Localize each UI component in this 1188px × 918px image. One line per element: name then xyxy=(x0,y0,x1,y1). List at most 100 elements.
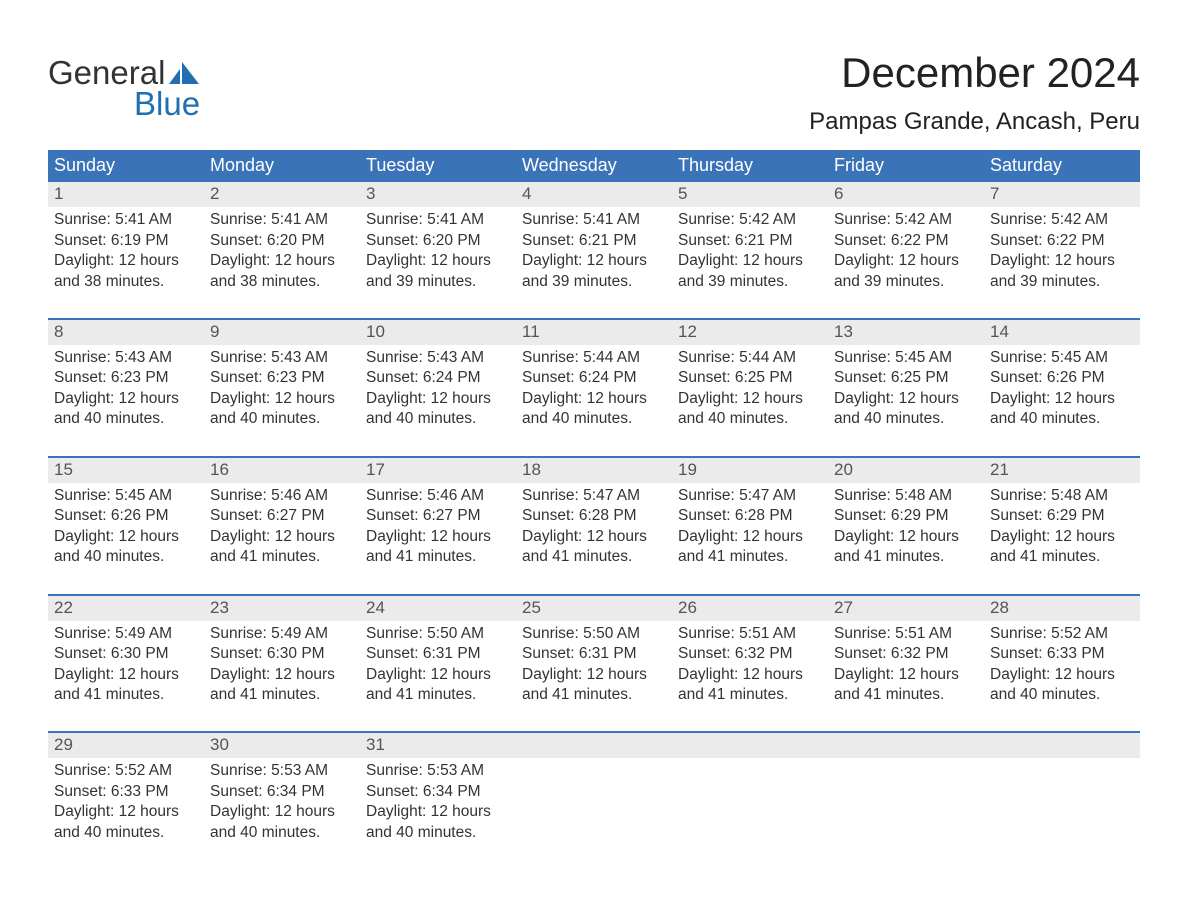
sunset-line: Sunset: 6:22 PM xyxy=(834,231,978,251)
daylight-line: Daylight: 12 hours and 41 minutes. xyxy=(210,527,354,568)
date-number-cell: 24 xyxy=(360,596,516,621)
date-number-cell: 19 xyxy=(672,458,828,483)
daylight-line: Daylight: 12 hours and 39 minutes. xyxy=(522,251,666,292)
sunrise-line: Sunrise: 5:49 AM xyxy=(210,624,354,644)
date-number-cell: 6 xyxy=(828,182,984,207)
date-number-cell: 18 xyxy=(516,458,672,483)
daylight-line: Daylight: 12 hours and 40 minutes. xyxy=(990,665,1134,706)
weekday-header: Saturday xyxy=(984,150,1140,182)
calendar-page: General Blue December 2024 Pampas Grande… xyxy=(0,0,1188,883)
sunrise-line: Sunrise: 5:45 AM xyxy=(834,348,978,368)
daylight-line: Daylight: 12 hours and 41 minutes. xyxy=(366,527,510,568)
date-number-cell: 28 xyxy=(984,596,1140,621)
sunrise-line: Sunrise: 5:41 AM xyxy=(522,210,666,230)
day-detail-cell: Sunrise: 5:49 AMSunset: 6:30 PMDaylight:… xyxy=(204,621,360,706)
day-detail-cell: Sunrise: 5:43 AMSunset: 6:24 PMDaylight:… xyxy=(360,345,516,430)
week-row: 22232425262728Sunrise: 5:49 AMSunset: 6:… xyxy=(48,596,1140,706)
sunrise-line: Sunrise: 5:44 AM xyxy=(678,348,822,368)
day-detail-cell: Sunrise: 5:50 AMSunset: 6:31 PMDaylight:… xyxy=(516,621,672,706)
daylight-line: Daylight: 12 hours and 40 minutes. xyxy=(54,802,198,843)
date-number-row: 293031 xyxy=(48,733,1140,758)
weeks-container: 1234567Sunrise: 5:41 AMSunset: 6:19 PMDa… xyxy=(48,182,1140,843)
daylight-line: Daylight: 12 hours and 41 minutes. xyxy=(522,527,666,568)
daylight-line: Daylight: 12 hours and 40 minutes. xyxy=(366,389,510,430)
date-number-row: 1234567 xyxy=(48,182,1140,207)
day-detail-cell: Sunrise: 5:43 AMSunset: 6:23 PMDaylight:… xyxy=(48,345,204,430)
date-number-cell: 2 xyxy=(204,182,360,207)
daylight-line: Daylight: 12 hours and 41 minutes. xyxy=(678,527,822,568)
header-bar: General Blue December 2024 Pampas Grande… xyxy=(48,50,1140,136)
date-number-cell: 14 xyxy=(984,320,1140,345)
daylight-line: Daylight: 12 hours and 38 minutes. xyxy=(54,251,198,292)
day-detail-cell: Sunrise: 5:41 AMSunset: 6:19 PMDaylight:… xyxy=(48,207,204,292)
day-detail-cell: Sunrise: 5:48 AMSunset: 6:29 PMDaylight:… xyxy=(828,483,984,568)
day-detail-row: Sunrise: 5:45 AMSunset: 6:26 PMDaylight:… xyxy=(48,483,1140,568)
daylight-line: Daylight: 12 hours and 41 minutes. xyxy=(678,665,822,706)
day-detail-cell: Sunrise: 5:48 AMSunset: 6:29 PMDaylight:… xyxy=(984,483,1140,568)
sunset-line: Sunset: 6:23 PM xyxy=(54,368,198,388)
day-detail-cell: Sunrise: 5:44 AMSunset: 6:25 PMDaylight:… xyxy=(672,345,828,430)
day-detail-cell: Sunrise: 5:45 AMSunset: 6:25 PMDaylight:… xyxy=(828,345,984,430)
sunset-line: Sunset: 6:26 PM xyxy=(990,368,1134,388)
sunrise-line: Sunrise: 5:53 AM xyxy=(366,761,510,781)
daylight-line: Daylight: 12 hours and 40 minutes. xyxy=(834,389,978,430)
date-number-cell: 3 xyxy=(360,182,516,207)
sunset-line: Sunset: 6:34 PM xyxy=(366,782,510,802)
date-number-cell: 26 xyxy=(672,596,828,621)
day-detail-cell: Sunrise: 5:53 AMSunset: 6:34 PMDaylight:… xyxy=(360,758,516,843)
sunrise-line: Sunrise: 5:41 AM xyxy=(210,210,354,230)
day-detail-cell: Sunrise: 5:43 AMSunset: 6:23 PMDaylight:… xyxy=(204,345,360,430)
daylight-line: Daylight: 12 hours and 39 minutes. xyxy=(678,251,822,292)
day-detail-cell: Sunrise: 5:42 AMSunset: 6:22 PMDaylight:… xyxy=(984,207,1140,292)
date-number-cell: 20 xyxy=(828,458,984,483)
day-detail-cell: Sunrise: 5:47 AMSunset: 6:28 PMDaylight:… xyxy=(672,483,828,568)
sunrise-line: Sunrise: 5:48 AM xyxy=(990,486,1134,506)
date-number-cell xyxy=(516,733,672,758)
sunset-line: Sunset: 6:21 PM xyxy=(678,231,822,251)
title-block: December 2024 Pampas Grande, Ancash, Per… xyxy=(809,50,1140,136)
daylight-line: Daylight: 12 hours and 39 minutes. xyxy=(990,251,1134,292)
month-title: December 2024 xyxy=(809,50,1140,96)
day-detail-cell xyxy=(672,758,828,843)
date-number-cell: 11 xyxy=(516,320,672,345)
sunrise-line: Sunrise: 5:53 AM xyxy=(210,761,354,781)
weekday-header: Thursday xyxy=(672,150,828,182)
weekday-header: Monday xyxy=(204,150,360,182)
sunrise-line: Sunrise: 5:49 AM xyxy=(54,624,198,644)
date-number-cell: 16 xyxy=(204,458,360,483)
day-detail-cell: Sunrise: 5:50 AMSunset: 6:31 PMDaylight:… xyxy=(360,621,516,706)
daylight-line: Daylight: 12 hours and 40 minutes. xyxy=(54,527,198,568)
date-number-cell: 9 xyxy=(204,320,360,345)
date-number-cell xyxy=(828,733,984,758)
sunrise-line: Sunrise: 5:43 AM xyxy=(210,348,354,368)
sunrise-line: Sunrise: 5:50 AM xyxy=(366,624,510,644)
sunrise-line: Sunrise: 5:41 AM xyxy=(54,210,198,230)
day-detail-cell: Sunrise: 5:44 AMSunset: 6:24 PMDaylight:… xyxy=(516,345,672,430)
sunset-line: Sunset: 6:29 PM xyxy=(834,506,978,526)
day-detail-cell: Sunrise: 5:42 AMSunset: 6:22 PMDaylight:… xyxy=(828,207,984,292)
day-detail-cell: Sunrise: 5:49 AMSunset: 6:30 PMDaylight:… xyxy=(48,621,204,706)
daylight-line: Daylight: 12 hours and 40 minutes. xyxy=(54,389,198,430)
week-row: 15161718192021Sunrise: 5:45 AMSunset: 6:… xyxy=(48,458,1140,568)
sunset-line: Sunset: 6:25 PM xyxy=(834,368,978,388)
day-detail-cell: Sunrise: 5:41 AMSunset: 6:20 PMDaylight:… xyxy=(360,207,516,292)
week-row: 1234567Sunrise: 5:41 AMSunset: 6:19 PMDa… xyxy=(48,182,1140,292)
sunset-line: Sunset: 6:26 PM xyxy=(54,506,198,526)
day-detail-cell: Sunrise: 5:51 AMSunset: 6:32 PMDaylight:… xyxy=(828,621,984,706)
weekday-header: Tuesday xyxy=(360,150,516,182)
sunrise-line: Sunrise: 5:46 AM xyxy=(366,486,510,506)
day-detail-cell: Sunrise: 5:53 AMSunset: 6:34 PMDaylight:… xyxy=(204,758,360,843)
sunset-line: Sunset: 6:33 PM xyxy=(54,782,198,802)
weekday-header: Friday xyxy=(828,150,984,182)
daylight-line: Daylight: 12 hours and 40 minutes. xyxy=(210,389,354,430)
day-detail-cell: Sunrise: 5:41 AMSunset: 6:20 PMDaylight:… xyxy=(204,207,360,292)
date-number-cell: 4 xyxy=(516,182,672,207)
sunrise-line: Sunrise: 5:52 AM xyxy=(54,761,198,781)
daylight-line: Daylight: 12 hours and 41 minutes. xyxy=(834,665,978,706)
date-number-row: 891011121314 xyxy=(48,320,1140,345)
sunset-line: Sunset: 6:27 PM xyxy=(366,506,510,526)
sunrise-line: Sunrise: 5:42 AM xyxy=(678,210,822,230)
sunset-line: Sunset: 6:25 PM xyxy=(678,368,822,388)
date-number-cell: 25 xyxy=(516,596,672,621)
date-number-cell: 21 xyxy=(984,458,1140,483)
